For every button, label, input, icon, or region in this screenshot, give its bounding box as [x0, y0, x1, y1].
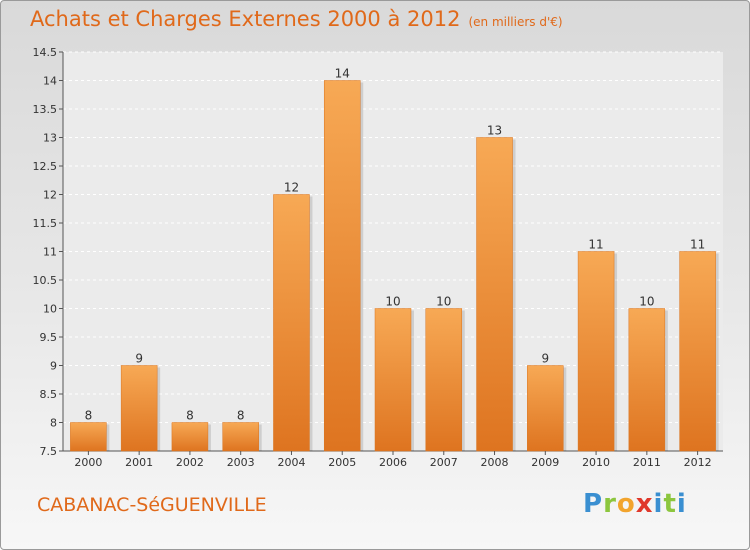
bar	[120, 365, 158, 452]
data-label: 9	[135, 352, 143, 366]
y-tick-label: 8	[50, 417, 57, 430]
chart-unit: (en milliers d'€)	[468, 15, 563, 29]
data-label: 10	[436, 295, 451, 309]
x-tick-label: 2007	[430, 456, 458, 469]
data-label: 11	[690, 238, 705, 252]
x-tick-label: 2000	[74, 456, 102, 469]
town-name: CABANAC-SéGUENVILLE	[37, 494, 267, 516]
y-tick-label: 9.5	[40, 331, 58, 344]
x-tick-label: 2010	[582, 456, 610, 469]
y-tick-label: 12	[43, 189, 57, 202]
bar	[425, 308, 463, 452]
x-tick-label: 2008	[481, 456, 509, 469]
data-label: 9	[541, 352, 549, 366]
bar	[70, 422, 107, 452]
chart-title: Achats et Charges Externes 2000 à 2012 (e…	[30, 7, 563, 31]
x-tick-label: 2009	[531, 456, 559, 469]
y-tick-label: 10.5	[33, 274, 58, 287]
data-label: 8	[85, 409, 93, 423]
bar	[628, 308, 666, 452]
y-tick-label: 11.5	[33, 217, 58, 230]
x-tick-label: 2004	[277, 456, 305, 469]
bar	[476, 137, 513, 452]
y-tick-label: 9	[50, 360, 57, 373]
bar	[171, 422, 209, 452]
data-label: 14	[335, 67, 350, 81]
x-tick-label: 2011	[633, 456, 661, 469]
x-tick-label: 2003	[227, 456, 255, 469]
x-tick-label: 2006	[379, 456, 407, 469]
x-tick-label: 2005	[328, 456, 356, 469]
data-label: 11	[588, 238, 603, 252]
bar	[222, 422, 259, 452]
data-label: 10	[639, 295, 654, 309]
y-tick-label: 8.5	[40, 388, 58, 401]
bar	[679, 251, 716, 452]
data-label: 12	[284, 181, 299, 195]
data-label: 10	[385, 295, 400, 309]
y-tick-label: 13	[43, 132, 57, 145]
bar	[527, 365, 564, 452]
bar	[577, 251, 615, 452]
x-tick-label: 2001	[125, 456, 153, 469]
y-tick-label: 7.5	[40, 445, 58, 458]
y-tick-label: 10	[43, 303, 57, 316]
y-tick-label: 12.5	[33, 160, 58, 173]
y-tick-label: 13.5	[33, 103, 58, 116]
bar	[374, 308, 412, 452]
y-tick-label: 11	[43, 246, 57, 259]
bar	[323, 80, 361, 452]
x-tick-label: 2002	[176, 456, 204, 469]
data-label: 13	[487, 124, 502, 138]
data-label: 8	[237, 409, 245, 423]
x-tick-label: 2012	[684, 456, 712, 469]
y-tick-label: 14	[43, 75, 57, 88]
bar	[273, 194, 310, 452]
chart-title-text: Achats et Charges Externes 2000 à 2012	[30, 7, 461, 31]
y-tick-label: 14.5	[33, 46, 58, 59]
proxiti-logo: Proxiti	[583, 489, 687, 519]
data-label: 8	[186, 409, 194, 423]
